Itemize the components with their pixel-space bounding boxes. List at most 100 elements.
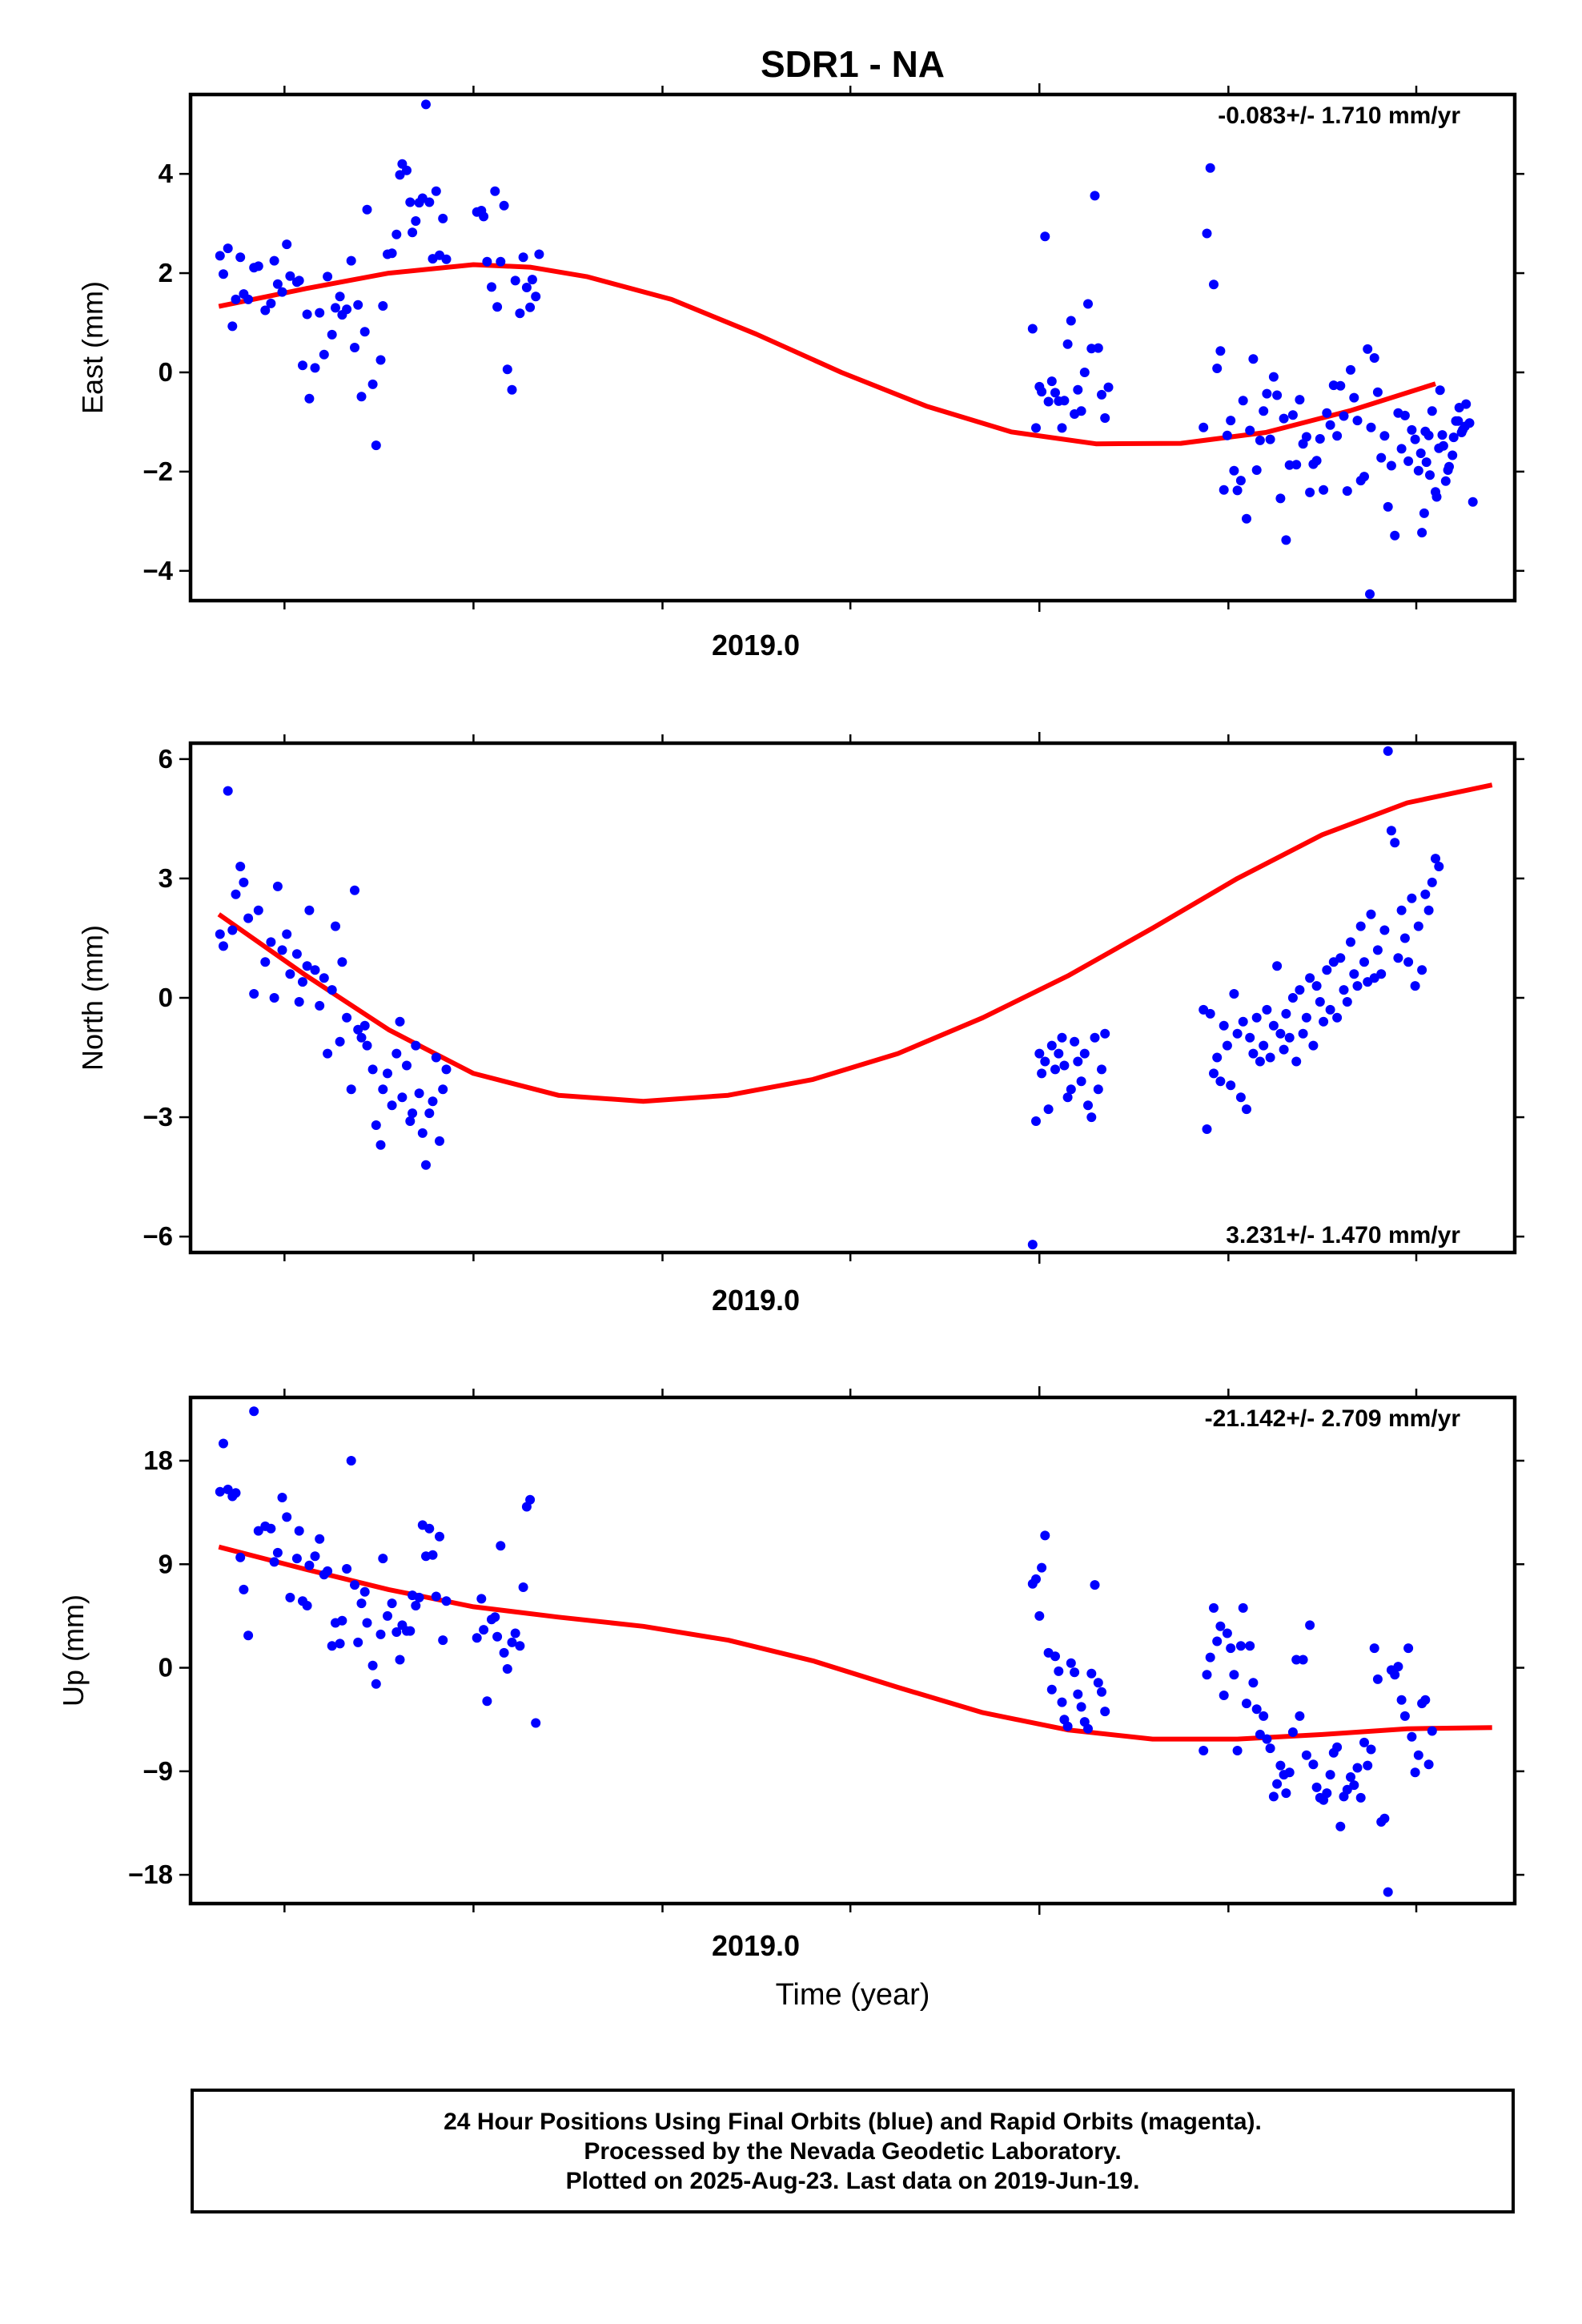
east-data-points bbox=[215, 99, 1478, 599]
east-data-point bbox=[1437, 430, 1447, 440]
east-data-point bbox=[1453, 416, 1464, 426]
north-data-point bbox=[1073, 1056, 1083, 1067]
north-data-point bbox=[219, 941, 228, 951]
north-data-point bbox=[1054, 1048, 1064, 1059]
north-data-point bbox=[1066, 1084, 1076, 1095]
east-data-point bbox=[1281, 535, 1291, 545]
east-data-point bbox=[1222, 430, 1232, 440]
north-data-point bbox=[371, 1120, 381, 1130]
north-data-point bbox=[1265, 1052, 1275, 1063]
up-data-point bbox=[1366, 1744, 1376, 1755]
east-data-point bbox=[1399, 410, 1410, 420]
east-data-point bbox=[1365, 589, 1375, 599]
north-data-point bbox=[1251, 1012, 1262, 1023]
up-data-point bbox=[428, 1550, 438, 1560]
east-ytick-label: −2 bbox=[143, 456, 173, 486]
up-data-point bbox=[1291, 1655, 1302, 1665]
up-ytick-label: −18 bbox=[128, 1860, 173, 1889]
up-data-point bbox=[1046, 1684, 1057, 1695]
east-data-point bbox=[1423, 430, 1434, 440]
north-data-point bbox=[227, 925, 238, 935]
east-data-point bbox=[215, 251, 225, 261]
east-data-point bbox=[496, 256, 506, 267]
east-data-point bbox=[531, 292, 541, 302]
up-data-point bbox=[282, 1512, 292, 1522]
north-data-point bbox=[411, 1040, 421, 1051]
up-panel: 18 9 0 −9 −18 -21.142+/- 2.709 mm/yr Up (mm)… bbox=[57, 1386, 1524, 1962]
north-data-point bbox=[397, 1092, 408, 1103]
east-data-point bbox=[1413, 465, 1423, 476]
north-data-point bbox=[1070, 1036, 1080, 1047]
north-data-point bbox=[1301, 1012, 1311, 1023]
up-data-point bbox=[1287, 1727, 1298, 1737]
up-data-point bbox=[353, 1637, 363, 1647]
east-data-point bbox=[507, 384, 517, 395]
north-data-point bbox=[424, 1108, 435, 1119]
north-data-point bbox=[1279, 1044, 1289, 1055]
north-data-point bbox=[359, 1020, 370, 1031]
east-data-point bbox=[1311, 456, 1322, 466]
north-data-point bbox=[1209, 1068, 1219, 1079]
up-data-point bbox=[253, 1526, 263, 1536]
north-data-point bbox=[346, 1084, 356, 1095]
east-data-point bbox=[1199, 422, 1209, 432]
east-data-point bbox=[405, 197, 416, 207]
north-data-point bbox=[1346, 937, 1355, 947]
up-data-point bbox=[371, 1679, 381, 1689]
east-data-point bbox=[319, 349, 329, 360]
up-data-point bbox=[1062, 1721, 1073, 1731]
north-data-point bbox=[1281, 1008, 1291, 1019]
north-data-point bbox=[1205, 1008, 1215, 1019]
east-data-point bbox=[1366, 422, 1376, 432]
east-ytick-label: −4 bbox=[143, 556, 173, 585]
north-data-point bbox=[367, 1064, 378, 1075]
east-data-point bbox=[235, 252, 246, 263]
north-data-point bbox=[1255, 1056, 1265, 1067]
north-data-point bbox=[1268, 1020, 1279, 1031]
up-data-point bbox=[482, 1696, 492, 1707]
north-ytick-label: 0 bbox=[159, 983, 173, 1012]
north-data-point bbox=[327, 985, 337, 995]
north-data-point bbox=[215, 929, 225, 939]
up-data-point bbox=[1083, 1723, 1093, 1734]
up-data-point bbox=[1050, 1651, 1060, 1662]
up-data-point bbox=[243, 1630, 254, 1641]
up-data-point bbox=[1215, 1621, 1226, 1631]
north-data-point bbox=[1040, 1056, 1050, 1067]
east-data-point bbox=[260, 305, 271, 316]
up-data-point bbox=[1232, 1746, 1243, 1755]
up-data-point bbox=[1226, 1643, 1236, 1654]
east-data-point bbox=[1090, 191, 1100, 201]
up-data-point bbox=[502, 1664, 512, 1674]
north-data-point bbox=[1332, 1012, 1343, 1023]
east-data-point bbox=[1093, 343, 1103, 353]
east-data-point bbox=[253, 261, 263, 271]
up-data-point bbox=[1396, 1695, 1407, 1705]
up-data-point bbox=[350, 1580, 359, 1590]
east-data-point bbox=[1242, 513, 1251, 524]
east-data-point bbox=[1448, 432, 1459, 443]
east-data-point bbox=[353, 300, 363, 310]
up-data-point bbox=[359, 1586, 370, 1597]
up-data-point bbox=[1301, 1750, 1311, 1760]
north-data-point bbox=[1339, 985, 1349, 995]
x-axis-label: Time (year) bbox=[776, 1978, 930, 2012]
up-data-point bbox=[1097, 1687, 1106, 1697]
up-data-point bbox=[1205, 1652, 1215, 1663]
up-data-point bbox=[327, 1641, 337, 1651]
up-data-point bbox=[269, 1557, 279, 1567]
east-data-point bbox=[1419, 508, 1429, 518]
east-data-point bbox=[1057, 423, 1067, 433]
east-data-point bbox=[1386, 460, 1396, 471]
north-data-point bbox=[1359, 957, 1369, 967]
up-data-point bbox=[1251, 1704, 1262, 1715]
up-ytick-label: 18 bbox=[143, 1445, 173, 1475]
north-data-point bbox=[1366, 909, 1376, 919]
east-data-point bbox=[515, 308, 525, 319]
east-data-point bbox=[1226, 416, 1236, 426]
north-data-point bbox=[249, 989, 259, 999]
north-data-point bbox=[260, 957, 271, 967]
east-data-point bbox=[282, 239, 292, 250]
up-data-point bbox=[291, 1554, 302, 1564]
up-data-point bbox=[531, 1718, 541, 1728]
